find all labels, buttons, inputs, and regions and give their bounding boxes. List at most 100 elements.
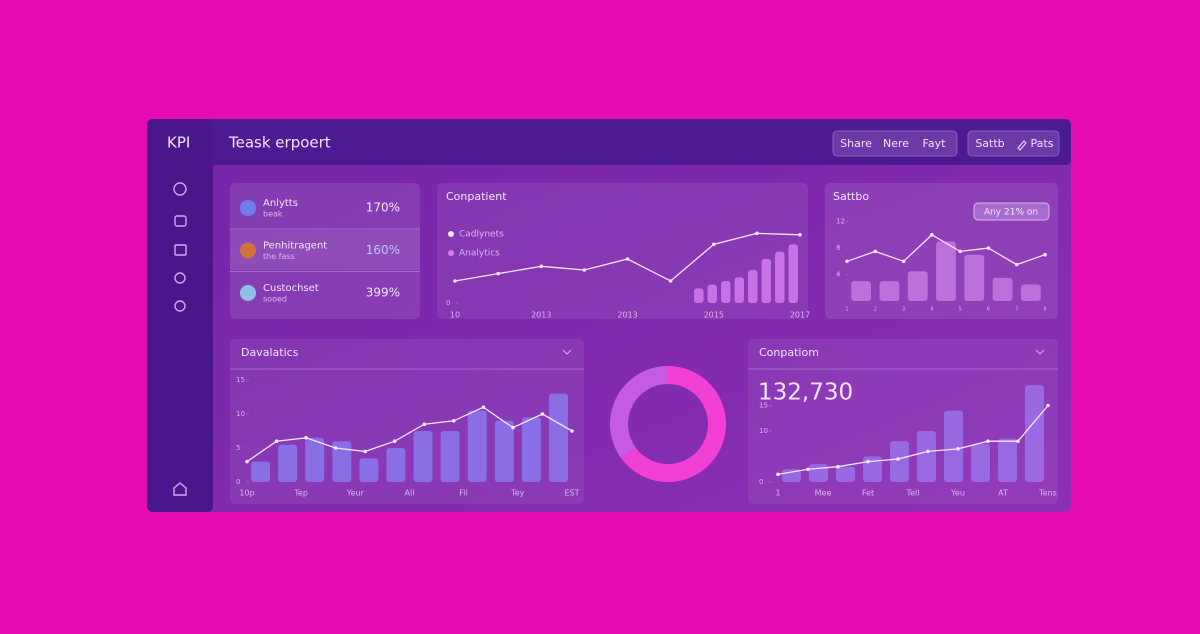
bar <box>251 461 271 482</box>
header-button[interactable]: Nere <box>883 137 909 150</box>
x-tick-label: 10 <box>450 311 460 320</box>
x-tick-label: Tep <box>293 489 308 498</box>
line-point <box>1014 262 1019 267</box>
x-tick-label: Tey <box>510 489 524 498</box>
kpi-sub: the fass <box>263 252 295 261</box>
line-point <box>625 257 630 261</box>
bar <box>386 448 406 482</box>
x-tick-label: Fil <box>459 489 467 498</box>
bar <box>748 270 758 303</box>
bar <box>971 443 990 482</box>
line-point <box>776 472 780 477</box>
sidebar <box>147 119 213 512</box>
pill-label[interactable]: Any 21% on <box>984 208 1038 218</box>
line-point <box>511 425 515 430</box>
x-tick-label: All <box>405 489 415 498</box>
y-tick-label: 15 <box>759 402 768 410</box>
button-group[interactable] <box>832 130 958 157</box>
bar <box>494 420 514 482</box>
x-tick-label: Tell <box>906 489 920 498</box>
x-tick-label: 5 <box>959 307 962 313</box>
line-point <box>582 268 587 272</box>
line-point <box>452 419 456 423</box>
line-point <box>481 405 486 410</box>
line-point <box>304 436 308 440</box>
header-action[interactable]: Sattb <box>975 137 1004 150</box>
action-group[interactable] <box>967 130 1060 157</box>
x-tick-label: AT <box>998 489 1008 498</box>
line-point <box>274 439 279 444</box>
x-tick-label: Yeu <box>950 489 965 498</box>
bar <box>964 254 985 301</box>
line-point <box>539 264 544 269</box>
bar <box>836 466 855 482</box>
bar <box>879 281 900 301</box>
dropdown-icon[interactable] <box>562 349 1045 355</box>
line-point <box>845 259 849 264</box>
y-tick-label: 10 <box>759 427 768 435</box>
kpi-value: 160% <box>366 243 400 257</box>
y-tick-label: 0 <box>236 478 240 486</box>
x-tick-label: Mee <box>815 489 832 498</box>
bar <box>548 393 568 482</box>
y-tick-label: 0 <box>759 478 763 486</box>
line-point <box>806 467 810 472</box>
y-tick-label: 0 <box>446 299 450 307</box>
edit-icon <box>1017 140 1027 151</box>
header-button[interactable]: Share <box>840 137 872 150</box>
bar <box>413 431 433 482</box>
bar <box>721 281 731 303</box>
kpi-sub: beak <box>263 210 283 219</box>
line-point <box>570 429 574 433</box>
kpi-value: 399% <box>366 286 400 300</box>
line-point <box>392 439 397 444</box>
bar <box>761 259 771 303</box>
sidebar-icons[interactable] <box>173 182 187 496</box>
line-point <box>453 279 457 283</box>
line-point <box>540 412 545 416</box>
kpi-highlight <box>230 230 420 270</box>
panel-title: Davalatics <box>241 346 299 359</box>
x-tick-label: Yeur <box>346 489 365 498</box>
line-point <box>956 447 960 451</box>
trend-line <box>846 234 1046 266</box>
bar <box>890 441 909 482</box>
line-point <box>711 242 716 247</box>
bar <box>305 437 325 482</box>
header-action[interactable]: Pats <box>1031 137 1054 150</box>
line-point <box>333 446 338 450</box>
avatar <box>240 285 256 301</box>
pill[interactable] <box>973 202 1050 221</box>
bar <box>936 241 956 301</box>
kpi-label: Penhitragent <box>263 241 327 252</box>
panel-title: Conpatient <box>446 190 507 203</box>
bar <box>521 417 541 482</box>
x-tick-label: 7 <box>1015 307 1018 313</box>
bar <box>359 458 379 482</box>
line-point <box>836 464 840 469</box>
bar <box>1025 385 1044 482</box>
line-point <box>668 279 673 283</box>
line-point <box>245 459 249 464</box>
x-tick-label: 1 <box>775 489 780 498</box>
line-point <box>986 439 990 444</box>
x-tick-label: 2013 <box>617 311 637 320</box>
x-tick-label: 8 <box>1043 307 1046 313</box>
trend-line <box>246 406 573 463</box>
logo: KPI <box>167 134 190 152</box>
bar <box>917 431 936 482</box>
x-tick-label: EST <box>564 489 579 498</box>
header-button[interactable]: Fayt <box>923 137 947 150</box>
line-point <box>1016 439 1020 444</box>
bar <box>1020 284 1041 301</box>
legend-label: Analytics <box>459 249 500 259</box>
big-number: 132,730 <box>758 380 853 406</box>
kpi-value: 170% <box>366 201 400 215</box>
line-point <box>755 231 759 236</box>
line-point <box>422 422 427 427</box>
kpi-label: Anlytts <box>263 198 298 209</box>
y-tick-label: 10 <box>236 410 245 418</box>
y-tick-label: 5 <box>236 444 240 452</box>
x-tick-label: 6 <box>987 307 990 313</box>
